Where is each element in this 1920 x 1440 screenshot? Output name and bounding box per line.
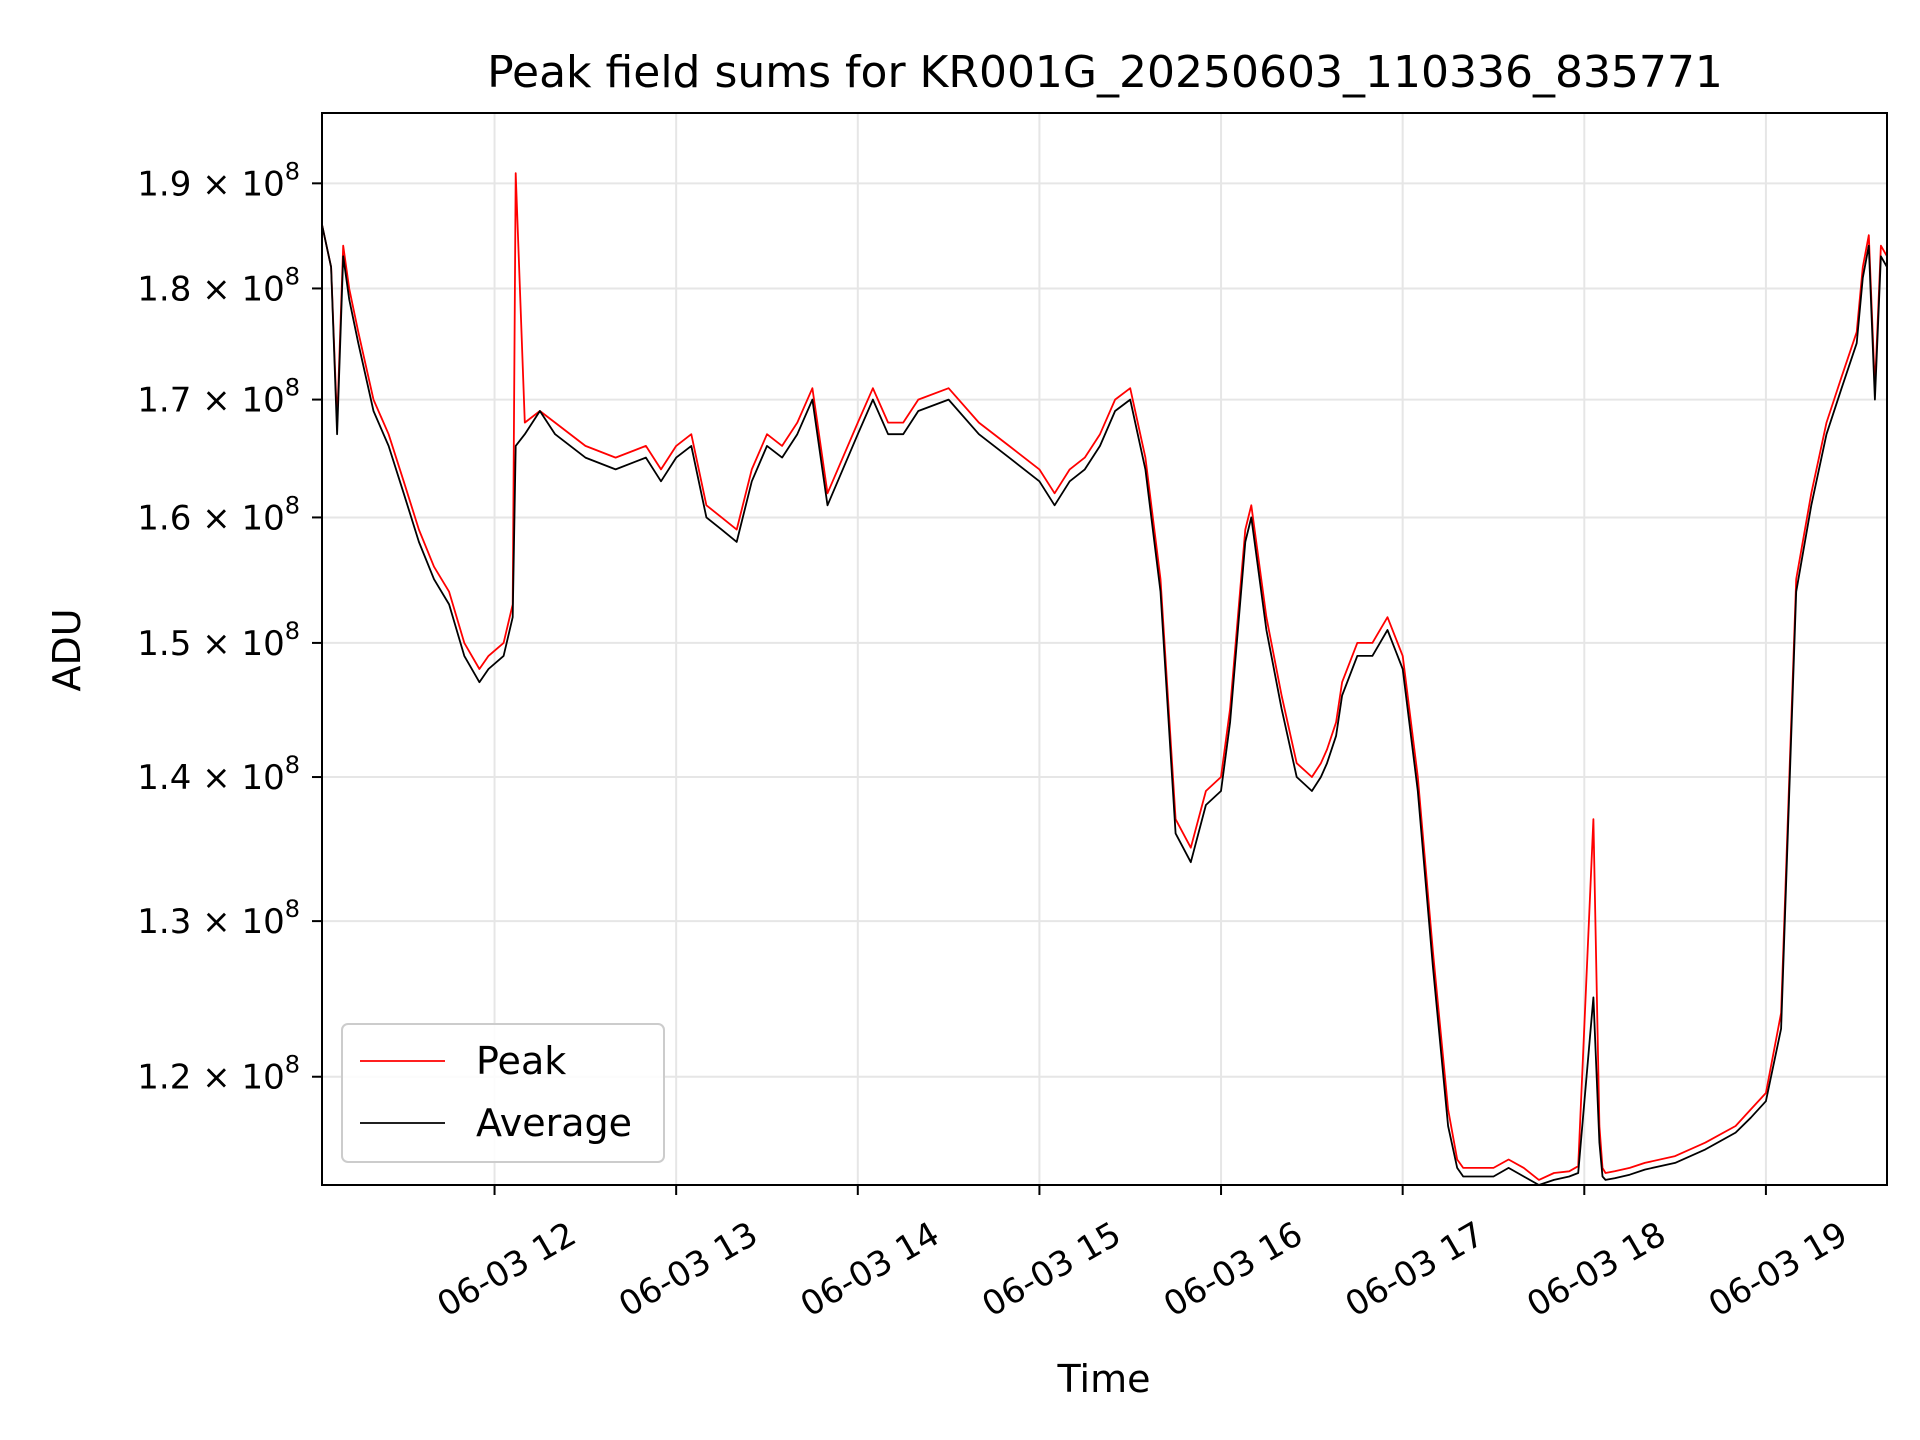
y-tick-label: 1.6 × 108 <box>137 491 300 538</box>
y-tick-label: 1.7 × 108 <box>137 374 300 421</box>
grid-lines <box>322 113 1887 1185</box>
legend: Peak Average <box>341 1023 665 1163</box>
chart-title: Peak field sums for KR001G_20250603_1103… <box>487 47 1723 98</box>
y-tick-label: 1.2 × 108 <box>137 1051 300 1098</box>
plot-frame <box>321 112 1888 1186</box>
y-tick-label: 1.5 × 108 <box>137 617 300 664</box>
plot-area <box>321 172 1888 1186</box>
legend-label-average: Average <box>476 1101 632 1145</box>
x-axis-label: Time <box>1057 1357 1151 1401</box>
y-axis: 1.2 × 108 1.3 × 108 1.4 × 108 1.5 × 108 1.6 … <box>137 157 322 1098</box>
y-tick-label: 1.9 × 108 <box>137 157 300 204</box>
series-line-average <box>321 224 1888 1186</box>
y-tick-label: 1.4 × 108 <box>137 751 300 798</box>
legend-box <box>341 1023 665 1163</box>
legend-label-peak: Peak <box>476 1039 566 1083</box>
series-line-peak <box>321 172 1888 1181</box>
y-tick-label: 1.8 × 108 <box>137 262 300 309</box>
y-tick-label: 1.3 × 108 <box>137 895 300 942</box>
y-axis-label: ADU <box>45 608 89 691</box>
